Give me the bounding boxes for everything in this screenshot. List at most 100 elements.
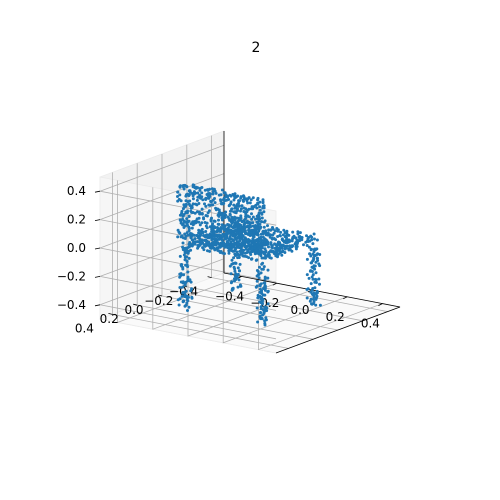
data-point [318,253,322,256]
data-point [189,209,193,213]
data-point [247,256,251,260]
y-axis-line [275,306,401,354]
data-point [197,236,201,239]
data-point [176,195,179,198]
data-point [186,299,190,303]
data-point [261,229,265,233]
data-point [258,265,261,269]
data-point [220,213,224,217]
data-point [192,233,196,237]
data-point [203,188,207,192]
data-point [223,216,227,219]
data-point [217,222,221,226]
data-point [314,281,318,284]
data-point [181,266,185,269]
data-point [182,226,186,229]
data-point [234,205,238,209]
data-point [192,190,196,194]
data-point [237,223,240,227]
data-point [209,245,213,249]
data-point [228,237,231,241]
data-point [246,201,250,205]
data-point [312,232,316,236]
data-point [266,233,269,237]
data-point [263,284,267,288]
data-point [226,241,230,245]
data-point [283,251,287,254]
data-point [236,194,240,198]
data-point [192,220,196,224]
data-point [260,296,264,299]
data-point [256,240,260,244]
data-point [266,289,270,293]
data-point [251,215,255,219]
data-point [314,248,318,252]
data-point [221,198,225,202]
data-point [222,241,226,245]
data-point [186,233,190,237]
z-tick-label: −0.4 [57,298,86,312]
data-point [199,241,203,245]
y-tick-label: 0.2 [100,312,119,326]
y-tick [207,276,212,278]
data-point [233,233,237,237]
data-point [204,214,208,217]
data-point [234,247,238,250]
data-point [189,206,193,210]
data-point [180,211,184,215]
data-point [239,228,243,231]
data-point [179,221,183,225]
data-point [178,286,182,289]
data-point [188,189,192,193]
data-point [200,238,204,242]
data-point [287,248,291,252]
data-point [250,212,253,216]
x-tick [272,282,277,286]
data-point [212,188,216,192]
data-point [251,221,255,225]
data-point [210,227,214,231]
data-point [204,197,208,201]
data-point [288,239,292,243]
data-point [250,228,254,232]
data-point [182,273,186,277]
data-point [259,254,263,258]
data-point [271,227,275,231]
data-point [237,278,241,282]
data-point [266,302,270,306]
data-point [219,199,223,203]
data-point [216,241,219,245]
data-point [255,258,259,262]
data-point [186,270,190,274]
data-point [180,294,184,298]
data-point [204,234,208,237]
data-point [260,289,264,293]
data-point [215,247,219,251]
data-point [231,244,235,248]
data-point [259,317,263,321]
data-point [263,321,267,325]
data-point [201,246,205,250]
data-point [205,193,209,196]
data-point [276,235,280,238]
data-point [217,249,221,253]
data-point [255,206,259,210]
data-point [235,216,239,220]
x-tick-label: −0.4 [215,289,244,303]
data-point [255,306,259,310]
data-point [229,272,233,276]
data-point [191,197,195,201]
data-point [207,209,211,213]
data-point [313,286,317,290]
data-point [256,270,260,273]
data-point [308,299,312,303]
data-point [279,230,283,234]
data-point [247,207,251,211]
data-point [276,229,280,233]
data-point [230,288,234,292]
data-point [177,303,181,307]
data-point [277,240,280,244]
data-point [193,237,197,241]
data-point [191,211,195,214]
data-point [276,255,279,259]
